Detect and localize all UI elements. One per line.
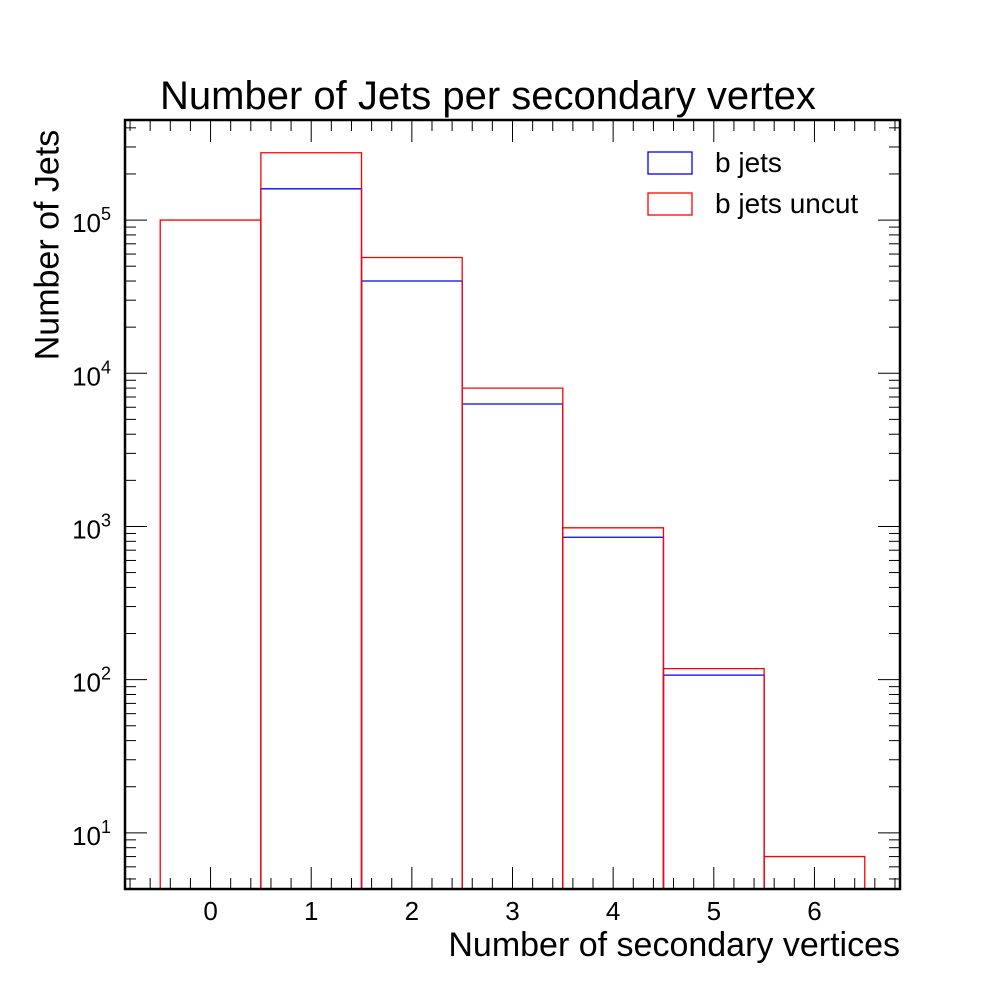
legend-label: b jets uncut (715, 188, 858, 219)
b-jets-bin-4 (562, 536, 665, 889)
x-tick-label: 2 (405, 896, 419, 926)
plot-frame (123, 118, 902, 891)
y-tick-label: 102 (72, 664, 111, 698)
legend-swatch (647, 192, 693, 216)
b-jets-uncut-bin-2 (360, 256, 463, 889)
b-jets-bin-3 (461, 403, 564, 889)
legend-swatch (647, 151, 693, 175)
b-jets-uncut-bin-6 (763, 855, 866, 889)
x-axis-label: Number of secondary vertices (448, 926, 900, 964)
b-jets-uncut-bin-4 (562, 527, 665, 889)
b-jets-uncut-bin-1 (260, 152, 363, 889)
b-jets-bin-2 (360, 280, 463, 889)
x-tick-label: 0 (203, 896, 217, 926)
b-jets-bin-5 (662, 674, 765, 889)
legend-label: b jets (715, 147, 782, 178)
x-tick-label: 1 (304, 896, 318, 926)
chart-title: Number of Jets per secondary vertex (160, 74, 816, 118)
y-tick-label: 103 (72, 510, 111, 544)
b-jets-bin-1 (260, 188, 363, 889)
x-tick-label: 3 (505, 896, 519, 926)
b-jets-uncut-bin-0 (159, 219, 262, 889)
y-tick-label: 105 (72, 204, 111, 238)
x-tick-label: 5 (707, 896, 721, 926)
x-tick-label: 6 (807, 896, 821, 926)
b-jets-uncut-bin-5 (662, 667, 765, 889)
y-tick-label: 104 (72, 357, 111, 391)
b-jets-uncut-bin-3 (461, 387, 564, 889)
x-tick-label: 4 (606, 896, 620, 926)
y-tick-label: 101 (72, 817, 111, 851)
